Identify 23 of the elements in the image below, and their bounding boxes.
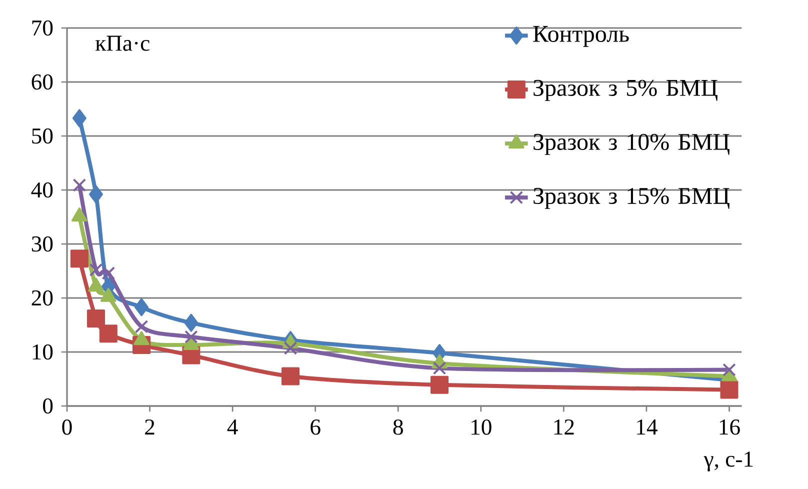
y-tick-label: 70 — [32, 20, 53, 36]
y-tick-label: 0 — [43, 398, 53, 414]
x-tick-label: 14 — [637, 419, 658, 434]
x-tick-label: 4 — [227, 420, 238, 434]
legend-label: Зразок з 15% БМЦ — [534, 188, 730, 209]
y-tick-label: 50 — [32, 128, 53, 144]
y-axis-title: кПа·с — [95, 36, 150, 51]
x-tick-label: 12 — [554, 419, 574, 435]
y-tick-label: 60 — [32, 74, 53, 90]
legend-label: Зразок з 10% БМЦ — [534, 134, 730, 155]
x-tick-label: 8 — [393, 419, 403, 435]
legend-label: Контроль — [533, 26, 629, 47]
y-tick-label: 40 — [31, 182, 53, 198]
x-tick-label: 2 — [145, 419, 154, 435]
x-axis-title: γ, с-1 — [704, 452, 753, 472]
x-tick-label: 10 — [472, 419, 492, 435]
x-tick-label: 16 — [720, 419, 740, 435]
y-tick-label: 20 — [32, 290, 53, 306]
x-tick-label: 6 — [310, 419, 320, 435]
y-tick-label: 30 — [32, 236, 53, 252]
x-tick-label: 0 — [62, 419, 72, 435]
legend-label: Зразок з 5% БМЦ — [534, 80, 718, 101]
y-tick-label: 10 — [32, 344, 53, 360]
